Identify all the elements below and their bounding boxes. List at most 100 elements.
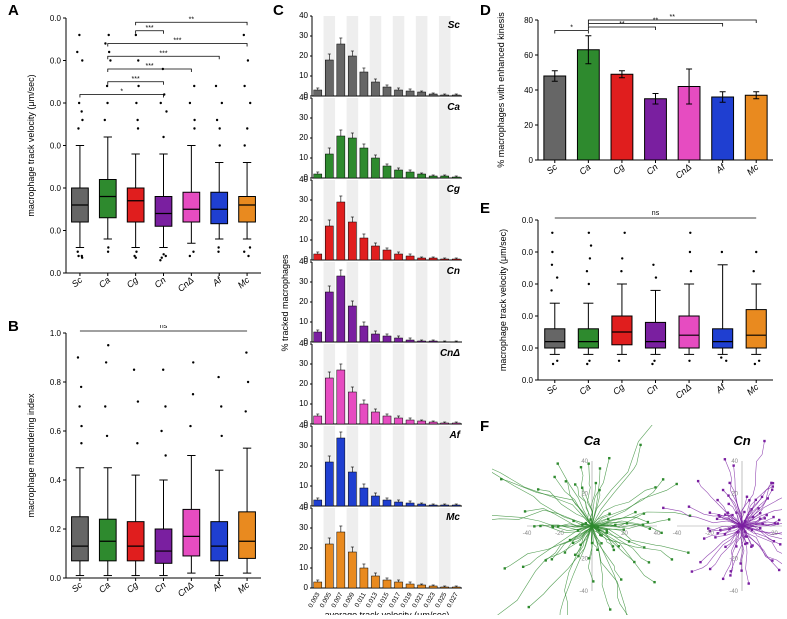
svg-text:0.0: 0.0 (50, 227, 62, 236)
svg-text:0.8: 0.8 (50, 378, 62, 387)
svg-text:40: 40 (654, 531, 661, 537)
svg-text:Cg: Cg (447, 184, 460, 195)
svg-text:40: 40 (299, 11, 308, 20)
svg-text:Mc: Mc (745, 382, 761, 398)
svg-text:0.0: 0.0 (50, 14, 62, 23)
svg-text:0.0: 0.0 (522, 280, 534, 289)
svg-text:ns: ns (160, 325, 168, 330)
svg-text:Sc: Sc (448, 20, 461, 31)
panel-C-chart: 010203040Sc010203040Ca010203040Cg0102030… (280, 10, 475, 615)
svg-text:Sc: Sc (70, 275, 85, 290)
svg-text:***: *** (159, 50, 167, 57)
svg-text:macrophage track velocity (μm/: macrophage track velocity (μm/sec) (26, 74, 36, 216)
svg-text:Sc: Sc (70, 580, 85, 595)
svg-text:**: ** (653, 18, 659, 25)
svg-text:30: 30 (299, 523, 308, 532)
svg-text:30: 30 (299, 359, 308, 368)
svg-text:-40: -40 (673, 531, 682, 537)
panel-A-chart: 0.00.00.00.00.00.00.0ScCaCgCnCnΔAfMcmacr… (18, 10, 268, 310)
svg-text:***: *** (145, 63, 153, 70)
panel-D-chart: 020406080ScCaCgCnCnΔAfMc% macrophages wi… (492, 8, 782, 198)
svg-text:30: 30 (299, 195, 308, 204)
svg-text:0.4: 0.4 (50, 476, 62, 485)
svg-text:Af: Af (210, 274, 225, 289)
svg-text:Ca: Ca (577, 382, 592, 397)
svg-text:20: 20 (299, 379, 308, 388)
svg-text:-40: -40 (523, 531, 532, 537)
svg-text:40: 40 (299, 339, 308, 348)
svg-text:10: 10 (299, 235, 308, 244)
svg-text:20: 20 (771, 531, 778, 537)
svg-text:**: ** (670, 14, 676, 21)
svg-text:10: 10 (299, 481, 308, 490)
svg-text:average track velocity (μm/sec: average track velocity (μm/sec) (325, 610, 450, 615)
panel-F-chart: Ca-40-40-20-2020204040Cn-40-40-20-202020… (492, 425, 782, 615)
svg-text:30: 30 (299, 277, 308, 286)
svg-text:**: ** (619, 21, 625, 28)
svg-text:% tracked macrophages: % tracked macrophages (280, 254, 290, 352)
panel-E-chart: 0.00.00.00.00.00.0ScCaCgCnCnΔAfMcmacroph… (492, 210, 782, 415)
svg-text:10: 10 (299, 399, 308, 408)
svg-text:Sc: Sc (545, 162, 560, 177)
svg-text:20: 20 (731, 492, 738, 498)
svg-text:ns: ns (652, 210, 660, 217)
svg-text:Cn: Cn (645, 382, 660, 397)
svg-text:0.0: 0.0 (50, 99, 62, 108)
svg-text:0.027: 0.027 (446, 591, 460, 609)
svg-text:Cn: Cn (733, 433, 750, 448)
svg-text:30: 30 (299, 113, 308, 122)
svg-text:0: 0 (529, 156, 534, 165)
svg-text:30: 30 (299, 31, 308, 40)
svg-text:40: 40 (581, 459, 588, 465)
svg-text:Mc: Mc (236, 275, 252, 291)
svg-text:***: *** (145, 25, 153, 32)
svg-text:0: 0 (304, 583, 309, 592)
svg-text:*: * (120, 89, 123, 96)
svg-text:0.0: 0.0 (50, 574, 62, 583)
svg-text:60: 60 (524, 51, 533, 60)
panel-B-chart: 0.00.20.40.60.81.0ScCaCgCnCnΔAfMcmacroph… (18, 325, 268, 615)
svg-text:0.0: 0.0 (50, 142, 62, 151)
svg-text:0.0: 0.0 (522, 248, 534, 257)
svg-text:10: 10 (299, 563, 308, 572)
svg-text:0.0: 0.0 (50, 184, 62, 193)
svg-text:Ca: Ca (97, 580, 112, 595)
svg-text:-20: -20 (579, 557, 588, 563)
svg-text:Af: Af (210, 579, 225, 594)
svg-text:40: 40 (299, 175, 308, 184)
panel-label-D: D (480, 2, 491, 19)
svg-text:Mc: Mc (446, 512, 460, 523)
svg-text:10: 10 (299, 153, 308, 162)
svg-text:Ca: Ca (584, 433, 601, 448)
svg-text:CnΔ: CnΔ (176, 275, 196, 294)
svg-text:Af: Af (713, 381, 728, 396)
svg-text:Cn: Cn (447, 266, 460, 277)
svg-text:40: 40 (524, 86, 533, 95)
svg-text:Cn: Cn (645, 162, 660, 177)
panel-label-F: F (480, 418, 489, 435)
svg-text:*: * (570, 25, 573, 32)
svg-text:Mc: Mc (236, 580, 252, 596)
svg-text:-40: -40 (579, 589, 588, 595)
svg-text:Ca: Ca (97, 275, 112, 290)
svg-text:0.0: 0.0 (50, 57, 62, 66)
svg-text:0.0: 0.0 (522, 376, 534, 385)
svg-text:20: 20 (524, 121, 533, 130)
svg-text:20: 20 (581, 492, 588, 498)
svg-text:20: 20 (299, 133, 308, 142)
svg-text:CnΔ: CnΔ (440, 348, 460, 359)
svg-text:40: 40 (731, 459, 738, 465)
svg-text:Mc: Mc (745, 162, 761, 178)
svg-text:CnΔ: CnΔ (673, 162, 693, 181)
svg-text:0.2: 0.2 (50, 525, 62, 534)
panel-label-E: E (480, 200, 490, 217)
svg-text:80: 80 (524, 16, 533, 25)
svg-text:-20: -20 (705, 531, 714, 537)
svg-text:20: 20 (299, 215, 308, 224)
svg-text:0.0: 0.0 (522, 216, 534, 225)
svg-text:Cg: Cg (611, 162, 626, 177)
svg-text:***: *** (132, 76, 140, 83)
svg-text:20: 20 (299, 51, 308, 60)
svg-text:Af: Af (713, 161, 728, 176)
svg-text:40: 40 (299, 93, 308, 102)
